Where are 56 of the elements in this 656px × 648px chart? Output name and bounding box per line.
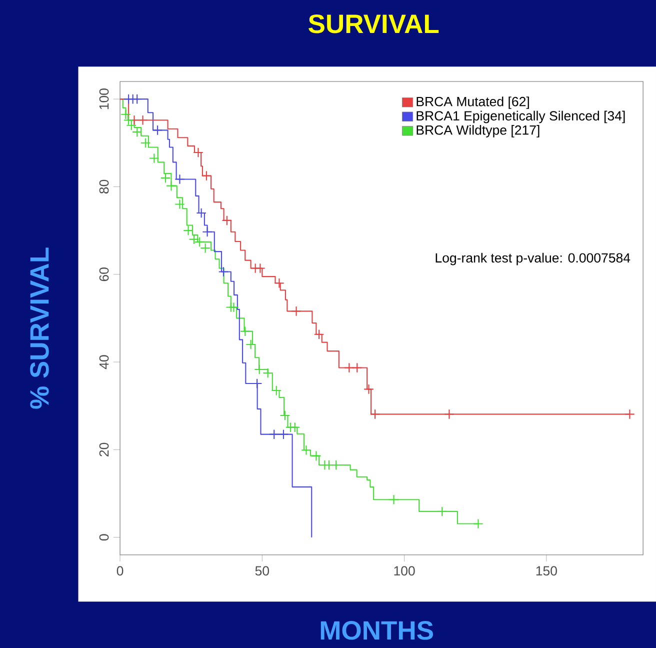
point	[278, 429, 289, 440]
x-tick-label: 100	[394, 566, 415, 576]
y-tick-label: 40	[99, 355, 109, 369]
point	[364, 384, 374, 394]
point	[201, 170, 212, 181]
point	[148, 152, 160, 164]
point	[132, 94, 142, 104]
chart-title: SURVIVAL	[308, 14, 439, 34]
y-tick-label: 20	[99, 442, 109, 456]
point	[624, 408, 635, 420]
point	[183, 225, 194, 236]
x-tick-label: 0	[116, 566, 124, 576]
point	[301, 444, 312, 456]
y-tick-label: 100	[99, 88, 109, 109]
point	[352, 362, 362, 373]
point	[174, 198, 185, 210]
point	[473, 518, 484, 529]
point	[444, 408, 454, 420]
point	[255, 262, 266, 274]
point	[140, 138, 151, 148]
point	[280, 410, 290, 421]
y-tick-label: 60	[99, 267, 109, 281]
x-axis-title: MONTHS	[320, 620, 433, 640]
legend-label: BRCA1 Epigenetically Silenced [34]	[416, 110, 625, 124]
point	[290, 422, 300, 432]
point	[202, 226, 212, 237]
point	[436, 506, 448, 516]
point	[246, 339, 256, 350]
point	[271, 385, 282, 396]
point	[138, 114, 148, 126]
point	[344, 362, 354, 373]
point	[388, 494, 399, 505]
point	[291, 306, 302, 316]
legend-label: BRCA Wildtype [217]	[416, 124, 540, 138]
point	[166, 180, 176, 191]
point	[314, 329, 324, 340]
x-tick-label: 50	[255, 566, 270, 576]
point	[196, 208, 206, 218]
point	[311, 450, 322, 461]
point	[370, 408, 380, 420]
point	[240, 326, 250, 336]
y-axis-title: % SURVIVAL	[30, 248, 49, 409]
legend-label: BRCA Mutated [62]	[416, 96, 529, 109]
x-tick-label: 150	[536, 566, 557, 576]
point	[274, 278, 284, 288]
point	[228, 302, 239, 312]
annotation: Log-rank test p-value: 0.0007584	[436, 252, 630, 266]
point	[218, 266, 229, 277]
point	[160, 172, 171, 183]
point	[222, 215, 232, 226]
point	[268, 429, 280, 440]
y-tick-label: 80	[99, 180, 109, 194]
point	[152, 124, 163, 136]
point	[174, 174, 185, 184]
point	[193, 147, 204, 158]
y-tick-label: 0	[99, 534, 109, 540]
